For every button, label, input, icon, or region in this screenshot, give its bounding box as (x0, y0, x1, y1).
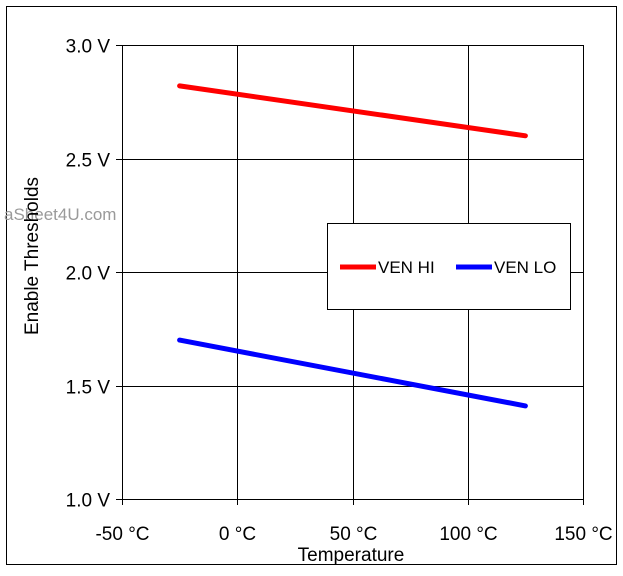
y-tick-label: 1.5 V (66, 378, 111, 399)
x-tick-label: -50 °C (95, 524, 149, 545)
y-tick-label: 3.0 V (66, 37, 111, 58)
x-tick-label: 150 °C (554, 524, 612, 545)
y-tick-label: 2.0 V (66, 264, 111, 285)
series-line-ven-hi (177, 83, 528, 139)
legend: VEN HI VEN LO (327, 223, 571, 310)
axes (116, 45, 584, 505)
x-axis-title: Temperature (298, 545, 405, 566)
legend-label-ven-lo: VEN LO (494, 258, 556, 277)
y-axis-title: Enable Thresholds (22, 177, 43, 335)
y-axis-ticks: 1.0 V 1.5 V 2.0 V 2.5 V 3.0 V (66, 37, 111, 512)
y-tick-label: 2.5 V (66, 151, 111, 172)
y-tick-label: 1.0 V (66, 491, 111, 512)
legend-label-ven-hi: VEN HI (378, 258, 435, 277)
watermark: aSheet4U.com (4, 205, 116, 224)
series-lines (177, 83, 528, 409)
x-axis-ticks: -50 °C 0 °C 50 °C 100 °C 150 °C (95, 524, 612, 545)
x-tick-label: 0 °C (219, 524, 256, 545)
x-tick-label: 50 °C (330, 524, 378, 545)
series-line-ven-lo (177, 337, 528, 409)
x-tick-label: 100 °C (439, 524, 497, 545)
